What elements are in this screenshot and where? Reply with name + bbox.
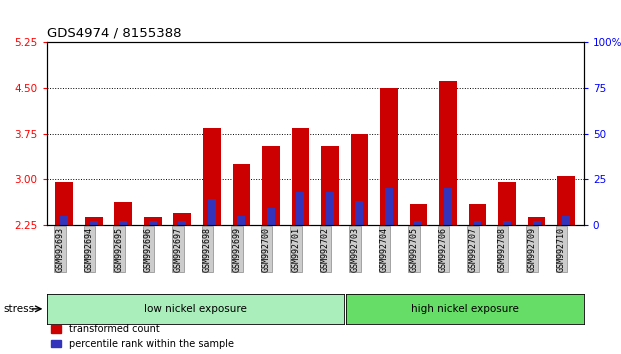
Bar xyxy=(119,221,127,225)
Bar xyxy=(173,213,191,225)
Text: GSM992705: GSM992705 xyxy=(409,227,419,272)
Bar xyxy=(178,221,186,225)
Bar xyxy=(469,204,486,225)
Text: GSM992701: GSM992701 xyxy=(291,227,301,272)
Bar xyxy=(114,202,132,225)
Bar xyxy=(503,221,511,225)
Bar xyxy=(321,146,339,225)
Text: GSM992709: GSM992709 xyxy=(527,227,537,272)
Bar xyxy=(473,221,481,225)
Bar xyxy=(232,164,250,225)
Text: GSM992706: GSM992706 xyxy=(439,227,448,272)
Bar xyxy=(326,192,334,225)
Bar xyxy=(291,127,309,225)
Text: GSM992697: GSM992697 xyxy=(173,227,183,272)
Text: GSM992707: GSM992707 xyxy=(468,227,478,272)
Bar xyxy=(385,188,393,225)
Bar xyxy=(439,81,457,225)
Text: low nickel exposure: low nickel exposure xyxy=(143,304,247,314)
Bar xyxy=(267,209,275,225)
Text: GSM992695: GSM992695 xyxy=(114,227,124,272)
Text: GSM992696: GSM992696 xyxy=(144,227,153,272)
Bar xyxy=(262,146,279,225)
Bar xyxy=(149,221,157,225)
Bar xyxy=(144,217,161,225)
Text: GSM992710: GSM992710 xyxy=(557,227,566,272)
Text: GDS4974 / 8155388: GDS4974 / 8155388 xyxy=(47,27,181,40)
Bar xyxy=(296,192,304,225)
Bar xyxy=(410,204,427,225)
Bar xyxy=(90,221,97,225)
Bar xyxy=(237,216,245,225)
Bar xyxy=(355,201,363,225)
Legend: transformed count, percentile rank within the sample: transformed count, percentile rank withi… xyxy=(52,324,234,349)
Bar xyxy=(55,182,73,225)
Bar xyxy=(203,127,220,225)
Text: stress: stress xyxy=(3,304,34,314)
Bar xyxy=(562,216,570,225)
Text: GSM992698: GSM992698 xyxy=(203,227,212,272)
Bar xyxy=(85,217,102,225)
Text: GSM992693: GSM992693 xyxy=(55,227,65,272)
Bar xyxy=(498,182,516,225)
Text: GSM992702: GSM992702 xyxy=(321,227,330,272)
Text: GSM992703: GSM992703 xyxy=(350,227,360,272)
Text: high nickel exposure: high nickel exposure xyxy=(411,304,519,314)
Text: GSM992704: GSM992704 xyxy=(380,227,389,272)
Text: GSM992700: GSM992700 xyxy=(262,227,271,272)
Bar xyxy=(533,221,540,225)
Bar xyxy=(414,221,422,225)
Bar xyxy=(351,133,368,225)
Bar xyxy=(557,176,575,225)
Bar xyxy=(380,88,398,225)
Bar xyxy=(60,216,68,225)
Bar xyxy=(528,217,545,225)
Text: GSM992694: GSM992694 xyxy=(85,227,94,272)
Bar xyxy=(208,199,216,225)
Text: GSM992699: GSM992699 xyxy=(232,227,242,272)
Text: GSM992708: GSM992708 xyxy=(498,227,507,272)
Bar xyxy=(444,188,452,225)
